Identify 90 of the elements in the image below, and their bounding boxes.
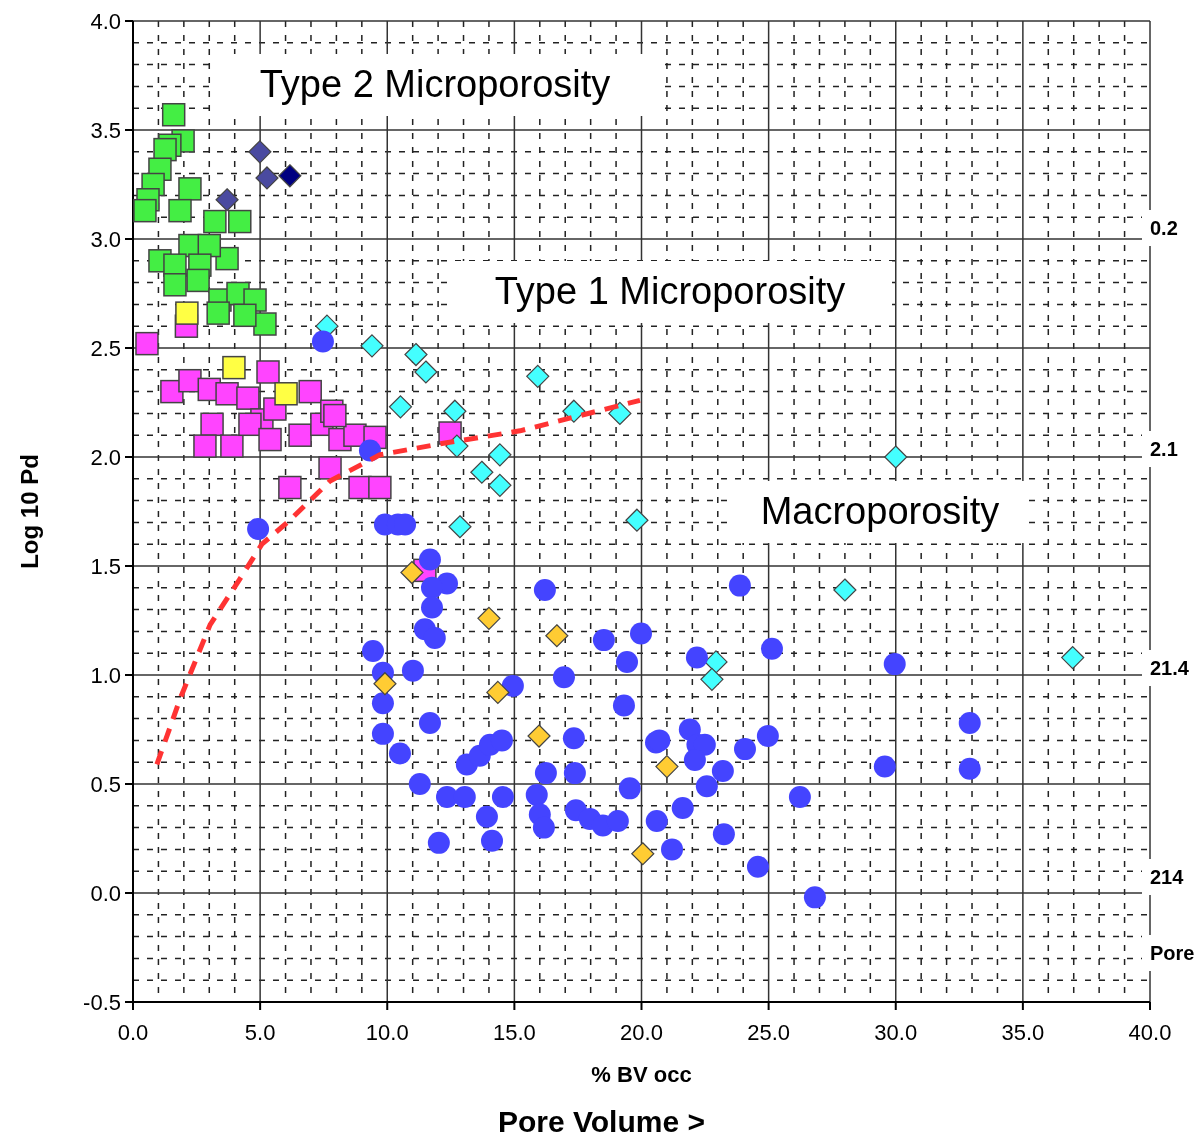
point (206, 301, 230, 325)
point (168, 198, 192, 223)
point (414, 360, 438, 384)
point (833, 578, 857, 602)
point (274, 382, 298, 406)
point (884, 445, 908, 469)
point (443, 399, 467, 423)
point (1061, 645, 1085, 670)
annotation: Macroporosity (760, 490, 1000, 533)
point (488, 473, 512, 497)
point (562, 399, 586, 423)
point (278, 164, 302, 188)
point (236, 386, 260, 410)
point (215, 188, 239, 212)
point (220, 434, 244, 458)
point (175, 301, 199, 325)
x-tick-label: 30.0 (874, 1020, 918, 1045)
point (186, 268, 210, 293)
annotation: 214 (1150, 866, 1185, 888)
point (470, 460, 494, 484)
y-tick-label: 0.5 (90, 771, 121, 797)
point (135, 331, 159, 356)
x-tick-label: 0.0 (117, 1020, 149, 1045)
point (178, 177, 202, 201)
point (631, 842, 655, 866)
point (360, 334, 384, 358)
y-tick-label: 2.5 (90, 335, 121, 361)
point (545, 624, 569, 648)
y-axis-title: Log 10 Pd (16, 454, 43, 569)
point (655, 754, 679, 779)
y-tick-label: 3.5 (90, 117, 121, 143)
point (203, 209, 227, 234)
point (404, 342, 428, 367)
y-tick-label: 4.0 (90, 8, 121, 34)
point (527, 724, 551, 748)
y-tick-label: 0.0 (90, 880, 121, 906)
point (486, 680, 510, 705)
point (298, 379, 322, 404)
point (318, 456, 342, 480)
point (258, 427, 282, 452)
point (373, 672, 397, 696)
point (178, 368, 202, 393)
point (704, 650, 728, 674)
point (477, 606, 501, 630)
point (323, 403, 347, 428)
x-tick-label: 40.0 (1128, 1020, 1172, 1045)
point (625, 508, 649, 532)
x-axis-title: % BV occ (591, 1062, 692, 1087)
point (255, 166, 279, 190)
x-tick-label: 5.0 (244, 1020, 276, 1045)
point (161, 102, 186, 127)
point (388, 395, 413, 419)
point (700, 667, 724, 691)
annotation: 0.2 (1150, 217, 1178, 239)
point (526, 364, 550, 388)
point (608, 401, 632, 425)
x-tick-label: 35.0 (1001, 1020, 1045, 1045)
point (193, 434, 217, 458)
point (400, 560, 424, 585)
point (200, 412, 224, 437)
y-tick-label: 2.0 (90, 444, 121, 470)
point (228, 209, 252, 234)
y-tick-label: 3.0 (90, 226, 121, 252)
annotation: Type 1 Microporosity (494, 270, 846, 313)
point (256, 360, 280, 384)
point (448, 515, 472, 539)
x-tick-label: 15.0 (492, 1020, 536, 1045)
point (248, 140, 272, 164)
y-tick-label: -0.5 (83, 989, 121, 1015)
text: Pore Volume > (497, 1105, 706, 1138)
annotation: Pore (1150, 942, 1195, 964)
point (238, 412, 262, 437)
y-tick-label: 1.5 (90, 553, 121, 579)
point (288, 423, 312, 447)
annotation: 2.1 (1150, 438, 1178, 460)
x-tick-label: 10.0 (365, 1020, 409, 1045)
point (133, 198, 157, 223)
point (163, 273, 187, 297)
point (222, 355, 246, 380)
point (233, 303, 257, 328)
point (253, 312, 277, 336)
point (488, 443, 512, 467)
annotation: Type 2 Microporosity (259, 63, 611, 106)
point (278, 475, 302, 500)
point (215, 382, 239, 406)
x-tick-label: 25.0 (747, 1020, 791, 1045)
point (368, 475, 392, 500)
x-tick-label: 20.0 (620, 1020, 663, 1045)
y-tick-label: 1.0 (90, 662, 121, 688)
annotation: 21.4 (1150, 657, 1190, 679)
